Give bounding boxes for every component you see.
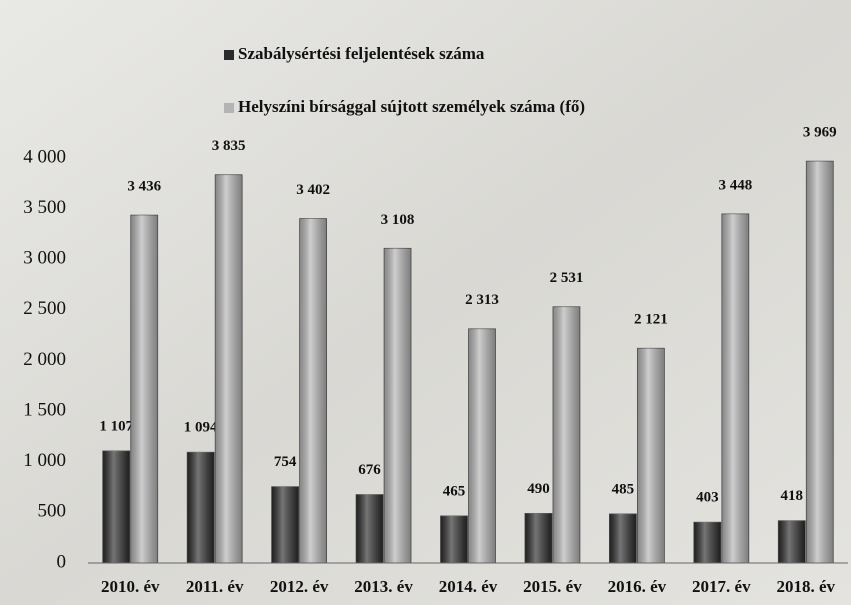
bar-shade	[778, 521, 805, 563]
bar-shade	[637, 348, 664, 563]
x-tick-label: 2016. év	[608, 577, 667, 596]
legend-label: Helyszíni bírsággal sújtott személyek sz…	[238, 97, 585, 116]
bar-shade	[469, 329, 496, 563]
value-label: 3 835	[212, 138, 246, 154]
value-label: 2 313	[465, 292, 499, 308]
value-label: 418	[781, 488, 804, 504]
x-tick-label: 2013. év	[354, 577, 413, 596]
bar-shade	[131, 215, 158, 563]
value-label: 465	[443, 483, 466, 499]
value-label: 1 107	[99, 418, 133, 434]
x-tick-label: 2017. év	[692, 577, 751, 596]
y-tick-label: 500	[38, 501, 67, 522]
value-label: 403	[696, 490, 719, 506]
y-tick-label: 2 000	[23, 349, 66, 370]
y-tick-label: 3 000	[23, 248, 66, 269]
bar-shade	[356, 495, 383, 563]
value-label: 3 436	[127, 179, 161, 195]
bar-shade	[722, 214, 749, 563]
bar-shade	[215, 175, 242, 563]
y-tick-label: 3 500	[23, 197, 66, 218]
bar-shade	[694, 522, 721, 563]
value-label: 676	[358, 462, 381, 478]
value-label: 1 094	[184, 420, 218, 436]
value-label: 2 121	[634, 312, 668, 328]
value-label: 3 969	[803, 125, 837, 141]
y-tick-label: 2 500	[23, 298, 66, 319]
bar-shade	[806, 161, 833, 563]
bar-shade	[441, 516, 468, 563]
value-label: 3 402	[296, 182, 330, 198]
bar-shade	[553, 307, 580, 563]
legend-label: Szabálysértési feljelentések száma	[238, 44, 485, 63]
x-tick-label: 2011. év	[186, 577, 244, 596]
y-tick-label: 4 000	[23, 146, 66, 167]
x-tick-label: 2014. év	[439, 577, 498, 596]
bar-shade	[609, 514, 636, 563]
value-label: 2 531	[550, 270, 584, 286]
value-label: 3 108	[381, 212, 415, 228]
bar-shade	[103, 451, 130, 563]
x-tick-label: 2012. év	[270, 577, 329, 596]
bar-shade	[187, 452, 214, 563]
bar-shade	[525, 513, 552, 563]
legend-swatch	[224, 103, 234, 113]
value-label: 3 448	[718, 177, 752, 193]
bar-shade	[300, 219, 327, 563]
legend-swatch	[224, 50, 234, 60]
y-tick-label: 1 500	[23, 399, 66, 420]
bar-shade	[384, 248, 411, 563]
y-tick-label: 0	[57, 551, 67, 572]
value-label: 490	[527, 481, 550, 497]
value-label: 485	[612, 481, 635, 497]
y-tick-label: 1 000	[23, 450, 66, 471]
chart: 0 500 1 000 1 500 2 000 2 500 3 000 3 500 4 000 S…	[0, 0, 851, 605]
x-tick-label: 2015. év	[523, 577, 582, 596]
bar-shade	[272, 487, 299, 563]
x-tick-label: 2018. év	[777, 577, 836, 596]
x-tick-label: 2010. év	[101, 577, 160, 596]
value-label: 754	[274, 454, 297, 470]
